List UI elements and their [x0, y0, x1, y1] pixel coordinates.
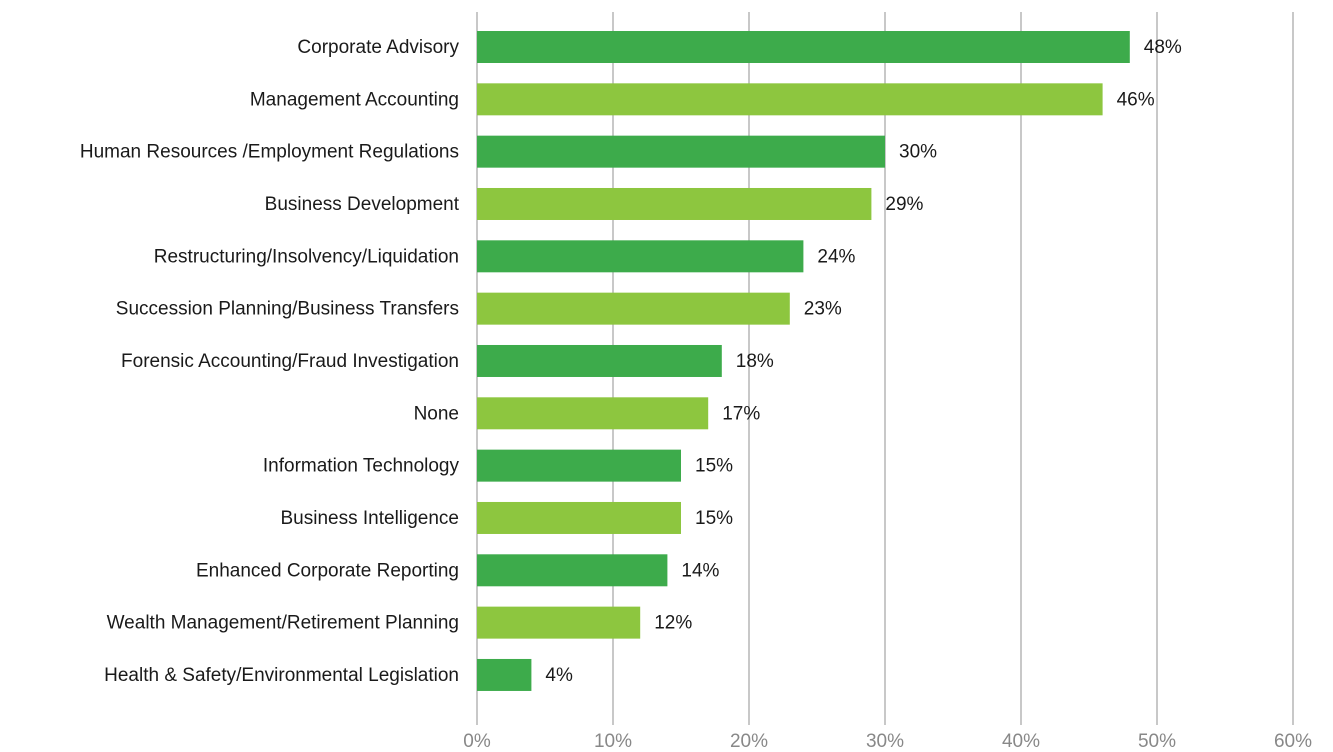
- category-label: Forensic Accounting/Fraud Investigation: [121, 351, 459, 372]
- bar: [477, 135, 885, 168]
- x-tick-label: 10%: [594, 731, 632, 752]
- value-label: 15%: [695, 508, 733, 529]
- bar: [477, 449, 681, 482]
- x-tick-label: 50%: [1138, 731, 1176, 752]
- value-label: 29%: [885, 194, 923, 215]
- bar: [477, 292, 790, 325]
- value-label: 4%: [545, 665, 573, 686]
- x-tick-label: 0%: [463, 731, 491, 752]
- category-label: Corporate Advisory: [297, 37, 459, 58]
- bar: [477, 554, 668, 587]
- value-label: 14%: [681, 560, 719, 581]
- bar: [477, 501, 681, 534]
- bar: [477, 31, 1130, 63]
- category-label: Succession Planning/Business Transfers: [116, 299, 459, 320]
- category-label: Enhanced Corporate Reporting: [196, 560, 459, 581]
- bar: [477, 606, 641, 639]
- x-tick-label: 40%: [1002, 731, 1040, 752]
- value-label: 30%: [899, 142, 937, 163]
- value-label: 24%: [817, 246, 855, 267]
- bar: [477, 240, 804, 273]
- category-label: Information Technology: [263, 456, 460, 477]
- value-label: 23%: [804, 299, 842, 320]
- value-label: 17%: [722, 403, 760, 424]
- category-label: Business Intelligence: [281, 508, 460, 529]
- category-label: Health & Safety/Environmental Legislatio…: [104, 665, 459, 686]
- bar: [477, 83, 1103, 116]
- value-label: 18%: [736, 351, 774, 372]
- category-label: Human Resources /Employment Regulations: [80, 142, 459, 163]
- category-label: None: [414, 403, 459, 424]
- category-label: Management Accounting: [250, 89, 459, 110]
- category-label: Wealth Management/Retirement Planning: [107, 613, 459, 634]
- bar: [477, 344, 722, 377]
- category-label: Business Development: [265, 194, 460, 215]
- bar: [477, 187, 872, 220]
- bar: [477, 658, 532, 691]
- value-label: 48%: [1144, 37, 1182, 58]
- value-label: 15%: [695, 456, 733, 477]
- value-label: 12%: [654, 613, 692, 634]
- x-tick-label: 20%: [730, 731, 768, 752]
- x-tick-label: 60%: [1274, 731, 1312, 752]
- bar: [477, 397, 709, 430]
- x-tick-label: 30%: [866, 731, 904, 752]
- value-label: 46%: [1117, 89, 1155, 110]
- category-label: Restructuring/Insolvency/Liquidation: [154, 246, 459, 267]
